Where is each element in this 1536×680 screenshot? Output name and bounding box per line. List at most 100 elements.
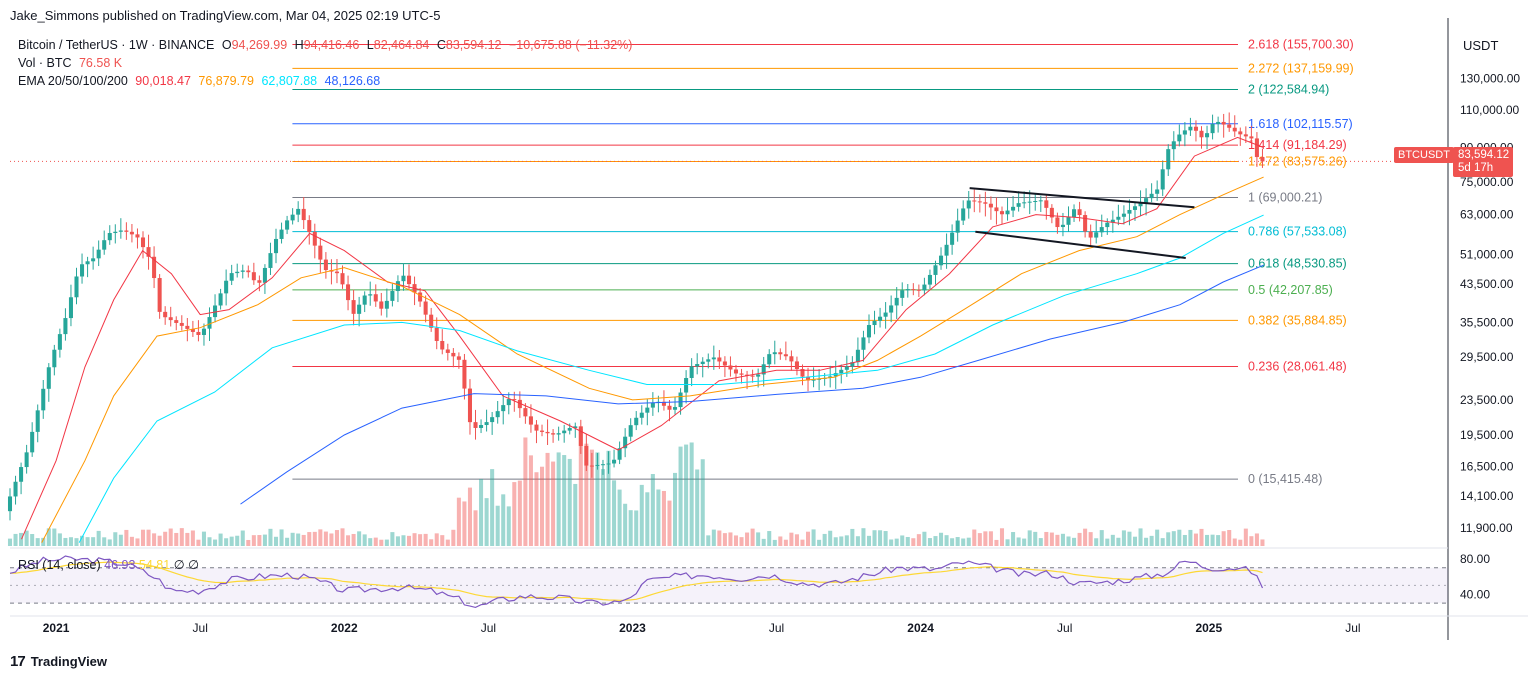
volume-bar: [562, 455, 567, 546]
volume-bar: [756, 532, 761, 546]
volume-bar: [1260, 539, 1265, 546]
candle-body: [246, 270, 251, 273]
volume-bar: [512, 482, 517, 546]
candle-body: [612, 459, 617, 464]
volume-bar: [418, 534, 423, 546]
volume-bar: [728, 532, 733, 546]
volume-bar: [190, 530, 195, 546]
volume-bar: [767, 531, 772, 546]
volume-bar: [312, 531, 317, 546]
candle-body: [584, 445, 589, 466]
volume-bar: [24, 530, 29, 546]
symbol-label[interactable]: Bitcoin / TetherUS · 1W · BINANCE: [18, 38, 215, 52]
volume-bar: [1049, 532, 1054, 546]
price-tag-countdown: 5d 17h: [1458, 162, 1494, 174]
volume-bar: [839, 536, 844, 546]
candle-body: [467, 388, 472, 423]
candle-body: [1066, 217, 1071, 225]
volume-bar: [318, 529, 323, 546]
x-tick-label: Jul: [481, 621, 496, 635]
volume-bar: [1238, 539, 1243, 546]
volume-bar: [357, 531, 362, 546]
volume-bar: [124, 529, 129, 546]
volume-bar: [761, 538, 766, 546]
candle-body: [950, 232, 955, 245]
candle-body: [445, 349, 450, 353]
volume-bar: [423, 533, 428, 546]
brand-name: TradingView: [30, 654, 108, 669]
fib-level-label: 2.272 (137,159.99): [1248, 61, 1354, 75]
high-value: 94,416.46: [303, 38, 360, 52]
volume-bar: [578, 429, 583, 546]
candle-body: [927, 274, 932, 285]
candle-body: [933, 265, 938, 275]
candle-body: [490, 417, 495, 423]
volume-bar: [534, 472, 539, 546]
candle-body: [661, 401, 666, 406]
volume-bar: [229, 536, 234, 546]
candle-body: [13, 481, 18, 497]
volume-bar: [850, 528, 855, 546]
candle-body: [107, 233, 112, 241]
candle-body: [462, 359, 467, 389]
candle-body: [456, 356, 461, 360]
candle-body: [268, 253, 273, 268]
candle-body: [650, 402, 655, 408]
fib-level-label: 0.786 (57,533.08): [1248, 225, 1347, 239]
ema-legend[interactable]: EMA 20/50/100/200 90,018.47 76,879.79 62…: [18, 74, 384, 88]
x-tick-label: 2022: [331, 621, 358, 635]
volume-bar: [201, 531, 206, 546]
candle-body: [673, 407, 678, 410]
candle-body: [556, 433, 561, 435]
candle-body: [717, 357, 722, 362]
ema100-value: 62,807.88: [261, 74, 318, 88]
footer-brand[interactable]: 17 TradingView: [10, 653, 107, 670]
volume-bar: [872, 530, 877, 546]
volume-bar: [806, 531, 811, 546]
volume-bar: [1066, 536, 1071, 546]
volume-bar: [1127, 531, 1132, 546]
volume-bar: [74, 538, 79, 546]
candle-body: [999, 211, 1005, 215]
volume-legend[interactable]: Vol · BTC 76.58 K: [18, 56, 126, 70]
candle-body: [423, 301, 428, 315]
candle-body: [80, 264, 85, 277]
volume-label: Vol · BTC: [18, 56, 72, 70]
volume-bar: [1243, 528, 1248, 546]
candle-body: [185, 325, 190, 329]
candle-body: [861, 337, 866, 350]
volume-bar: [1171, 531, 1176, 546]
candle-body: [645, 407, 650, 413]
candle-body: [157, 278, 162, 312]
volume-bar: [96, 530, 101, 546]
candle-body: [434, 327, 439, 341]
x-tick-label: 2024: [907, 621, 934, 635]
candle-body: [911, 289, 916, 291]
volume-bar: [1027, 530, 1032, 546]
volume-bar: [1249, 536, 1254, 546]
candle-body: [379, 301, 384, 309]
candle-body: [229, 273, 234, 281]
candle-body: [1221, 121, 1226, 125]
candle-body: [1188, 126, 1193, 131]
volume-bar: [456, 497, 461, 546]
volume-bar: [251, 535, 256, 546]
candle-body: [977, 201, 982, 203]
volume-bar: [1038, 538, 1043, 546]
candle-body: [473, 422, 478, 428]
y-tick-label: 29,500.00: [1460, 350, 1514, 364]
rsi-legend[interactable]: RSI (14, close) 46.93 54.81 ∅ ∅: [18, 557, 199, 572]
candle-body: [551, 433, 556, 435]
volume-bar: [894, 538, 899, 546]
candle-body: [728, 365, 733, 370]
volume-bar: [889, 539, 894, 546]
volume-bar: [479, 478, 484, 546]
volume-bar: [1116, 537, 1121, 546]
volume-bar: [733, 535, 739, 546]
y-tick-label: 19,500.00: [1460, 428, 1514, 442]
volume-bar: [794, 534, 799, 546]
volume-bar: [822, 533, 827, 546]
candle-body: [1072, 209, 1077, 218]
rsi-ma-line: [9, 561, 1263, 601]
